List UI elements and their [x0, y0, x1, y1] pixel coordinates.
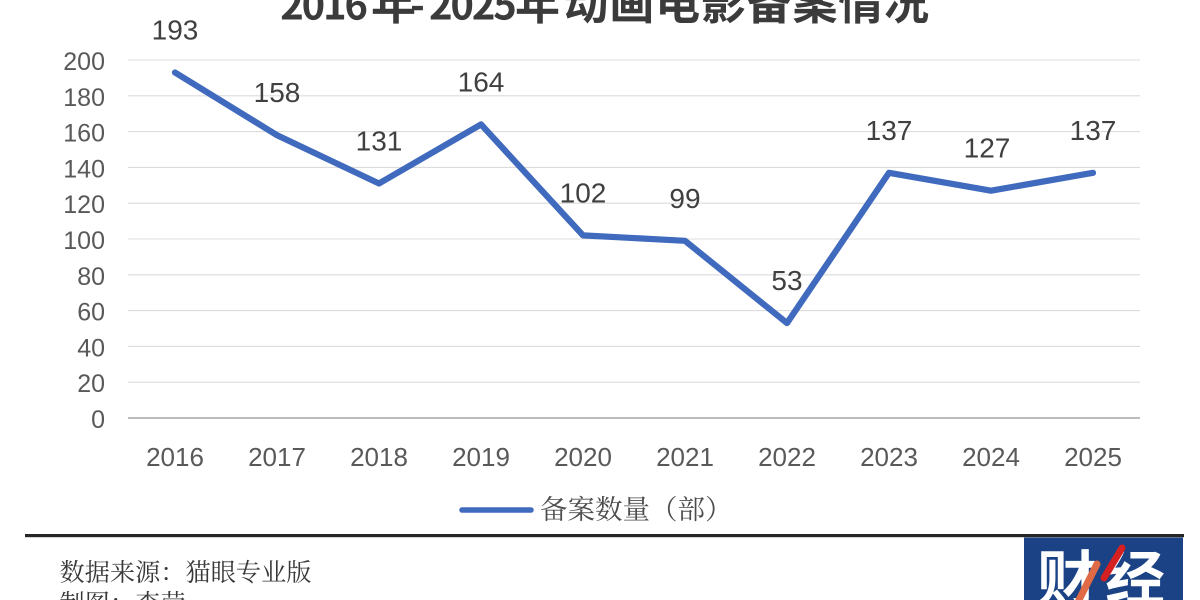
svg-text:140: 140 [63, 155, 105, 183]
svg-text:158: 158 [254, 77, 301, 108]
svg-text:40: 40 [77, 334, 105, 362]
svg-text:193: 193 [152, 15, 199, 46]
svg-text:2024: 2024 [962, 442, 1020, 472]
svg-text:2021: 2021 [656, 442, 714, 472]
svg-text:2020: 2020 [554, 442, 612, 472]
svg-text:137: 137 [866, 115, 913, 146]
svg-text:2019: 2019 [452, 442, 510, 472]
svg-text:2016: 2016 [146, 442, 204, 472]
svg-text:99: 99 [669, 183, 700, 214]
svg-text:0: 0 [91, 406, 105, 434]
svg-text:131: 131 [356, 126, 403, 157]
svg-text:2017: 2017 [248, 442, 306, 472]
svg-text:2023: 2023 [860, 442, 918, 472]
svg-text:120: 120 [63, 191, 105, 219]
svg-text:2022: 2022 [758, 442, 816, 472]
svg-text:53: 53 [771, 265, 802, 296]
svg-text:2025: 2025 [1064, 442, 1122, 472]
svg-text:164: 164 [458, 66, 505, 97]
svg-text:137: 137 [1070, 115, 1117, 146]
svg-text:180: 180 [63, 84, 105, 112]
svg-text:80: 80 [77, 263, 105, 291]
svg-text:100: 100 [63, 227, 105, 255]
svg-text:20: 20 [77, 370, 105, 398]
svg-text:60: 60 [77, 299, 105, 327]
svg-text:200: 200 [63, 48, 105, 76]
svg-text:160: 160 [63, 120, 105, 148]
svg-text:102: 102 [560, 177, 607, 208]
svg-text:127: 127 [964, 133, 1011, 164]
svg-text:2018: 2018 [350, 442, 408, 472]
